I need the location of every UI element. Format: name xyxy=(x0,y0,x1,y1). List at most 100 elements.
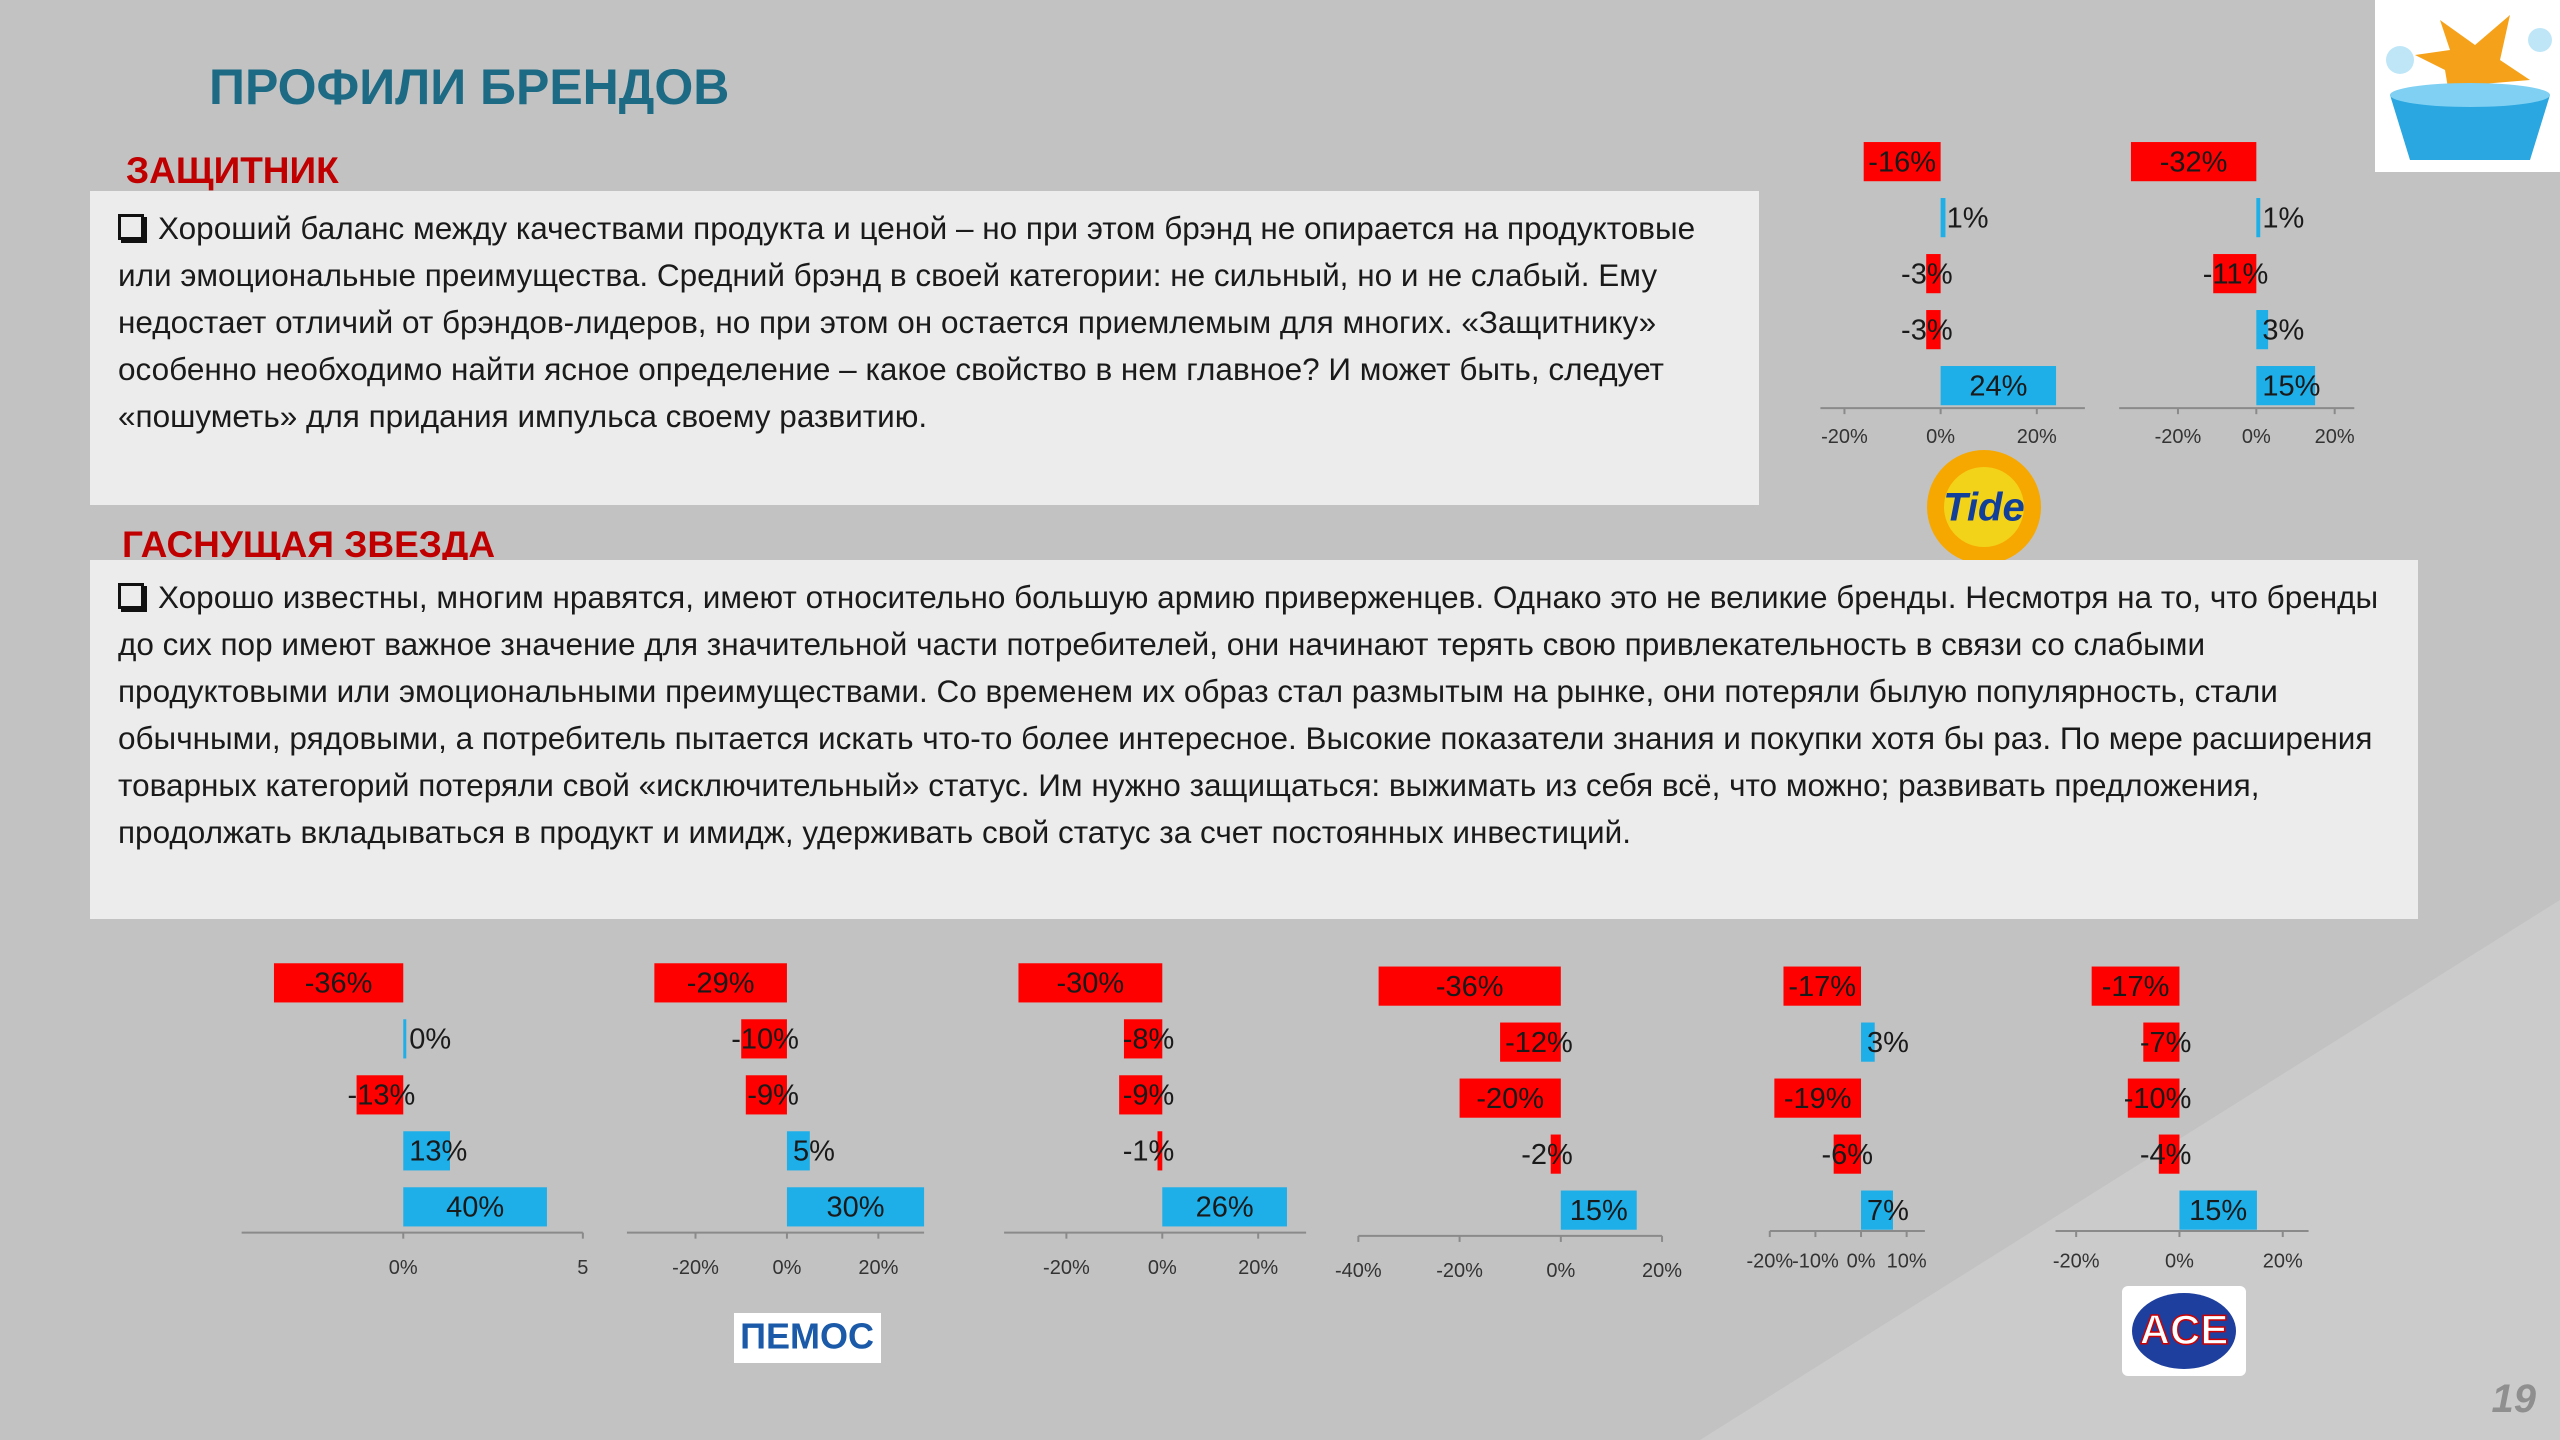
bar xyxy=(786,1131,810,1171)
value-label: -7% xyxy=(2140,1027,2192,1059)
bar xyxy=(2127,1078,2180,1118)
value-label: -19% xyxy=(1784,1083,1852,1115)
bar xyxy=(1940,366,2057,406)
bar xyxy=(1783,966,1862,1006)
bar xyxy=(786,1187,925,1227)
x-tick-label: 20% xyxy=(858,1257,898,1279)
value-label: -10% xyxy=(731,1024,799,1056)
bubble xyxy=(2528,28,2552,52)
bar xyxy=(2256,310,2269,350)
paragraph: Хорошо известны, многим нравятся, имеют … xyxy=(118,579,2379,850)
x-tick-label: 20% xyxy=(2315,426,2355,448)
section-heading: ГАСНУЩАЯ ЗВЕЗДА xyxy=(122,524,496,565)
x-tick-label: 20% xyxy=(2263,1250,2303,1272)
bar xyxy=(1500,1022,1561,1062)
text-box: Хорошо известны, многим нравятся, имеют … xyxy=(90,560,2418,919)
text-box: Хороший баланс между качествами продукта… xyxy=(90,191,1759,505)
x-tick-label: 20% xyxy=(1642,1260,1682,1282)
value-label: 1% xyxy=(1947,202,1989,234)
x-tick-label: -10% xyxy=(1792,1250,1839,1272)
x-tick-label: 0% xyxy=(772,1257,801,1279)
ace-logo-oval xyxy=(2132,1293,2236,1369)
x-tick-label: 0% xyxy=(2242,426,2271,448)
value-label: -29% xyxy=(687,968,755,1000)
x-tick-label: -20% xyxy=(1746,1250,1793,1272)
value-label: -3% xyxy=(1901,314,1953,346)
x-tick-label: 5 xyxy=(577,1257,588,1279)
bar xyxy=(2130,142,2257,182)
slide-title: ПРОФИЛИ БРЕНДОВ xyxy=(209,59,730,115)
x-tick-label: -20% xyxy=(2155,426,2202,448)
ace-logo-text: ACE xyxy=(2140,1306,2229,1353)
value-label: 13% xyxy=(409,1136,467,1168)
x-tick-label: -40% xyxy=(1335,1260,1382,1282)
bar xyxy=(1861,1022,1875,1062)
bar xyxy=(403,1187,547,1227)
checkbox-bullet xyxy=(118,583,144,609)
value-label: -12% xyxy=(1505,1027,1573,1059)
tide-logo-inner xyxy=(1944,467,2024,547)
star-icon xyxy=(2415,15,2530,100)
bar xyxy=(1123,1019,1163,1059)
value-label: -30% xyxy=(1057,968,1125,1000)
bar xyxy=(1157,1131,1163,1171)
x-tick-label: 20% xyxy=(2017,426,2057,448)
x-tick-label: 0% xyxy=(1546,1260,1575,1282)
pemos-logo-text: ПЕМОС xyxy=(740,1316,874,1357)
bar xyxy=(1926,310,1941,350)
value-label: 1% xyxy=(2262,202,2304,234)
value-label: -13% xyxy=(348,1080,416,1112)
bar xyxy=(2213,254,2257,294)
x-tick-label: -20% xyxy=(1043,1257,1090,1279)
tide-logo-text: Tide xyxy=(1943,486,2025,530)
value-label: -11% xyxy=(2203,258,2269,290)
value-label: -20% xyxy=(1476,1083,1544,1115)
value-label: -6% xyxy=(1821,1139,1873,1171)
value-label: 26% xyxy=(1196,1192,1254,1224)
value-label: 0% xyxy=(409,1024,451,1056)
bar xyxy=(403,1019,407,1059)
bar xyxy=(273,963,404,1003)
x-tick-label: 20% xyxy=(1238,1257,1278,1279)
bar xyxy=(745,1075,787,1115)
x-tick-label: 0% xyxy=(1847,1250,1876,1272)
x-tick-label: -20% xyxy=(1821,426,1868,448)
background-shape xyxy=(1700,900,2560,1440)
value-label: -36% xyxy=(1436,971,1504,1003)
value-label: -17% xyxy=(1788,971,1856,1003)
x-tick-label: 0% xyxy=(389,1257,418,1279)
value-label: 3% xyxy=(2262,314,2304,346)
value-label: -9% xyxy=(1123,1080,1175,1112)
bar xyxy=(741,1019,787,1059)
bowl-icon xyxy=(2390,95,2550,160)
value-label: 5% xyxy=(793,1136,835,1168)
x-tick-label: -20% xyxy=(1436,1260,1483,1282)
bowl-rim xyxy=(2390,83,2550,107)
bar xyxy=(1940,198,1946,238)
x-tick-label: 0% xyxy=(1926,426,1955,448)
bar xyxy=(2091,966,2180,1006)
checkbox-bullet xyxy=(118,214,144,240)
value-label: 7% xyxy=(1867,1195,1909,1227)
paragraph: Хороший баланс между качествами продукта… xyxy=(118,210,1696,434)
value-label: -36% xyxy=(305,968,373,1000)
bar xyxy=(2256,198,2261,238)
value-label: 30% xyxy=(826,1192,884,1224)
bar xyxy=(2158,1134,2180,1174)
value-label: 40% xyxy=(446,1192,504,1224)
value-label: -32% xyxy=(2160,146,2228,178)
bar xyxy=(1378,966,1561,1006)
bubble xyxy=(2386,46,2414,74)
x-tick-label: 0% xyxy=(1148,1257,1177,1279)
bar xyxy=(1162,1187,1287,1227)
bar xyxy=(1774,1078,1862,1118)
bar xyxy=(1926,254,1941,294)
value-label: -17% xyxy=(2102,971,2170,1003)
value-label: 24% xyxy=(1969,370,2027,402)
bar xyxy=(1833,1134,1862,1174)
bar xyxy=(403,1131,450,1171)
value-label: -2% xyxy=(1521,1139,1573,1171)
x-tick-label: 0% xyxy=(2165,1250,2194,1272)
